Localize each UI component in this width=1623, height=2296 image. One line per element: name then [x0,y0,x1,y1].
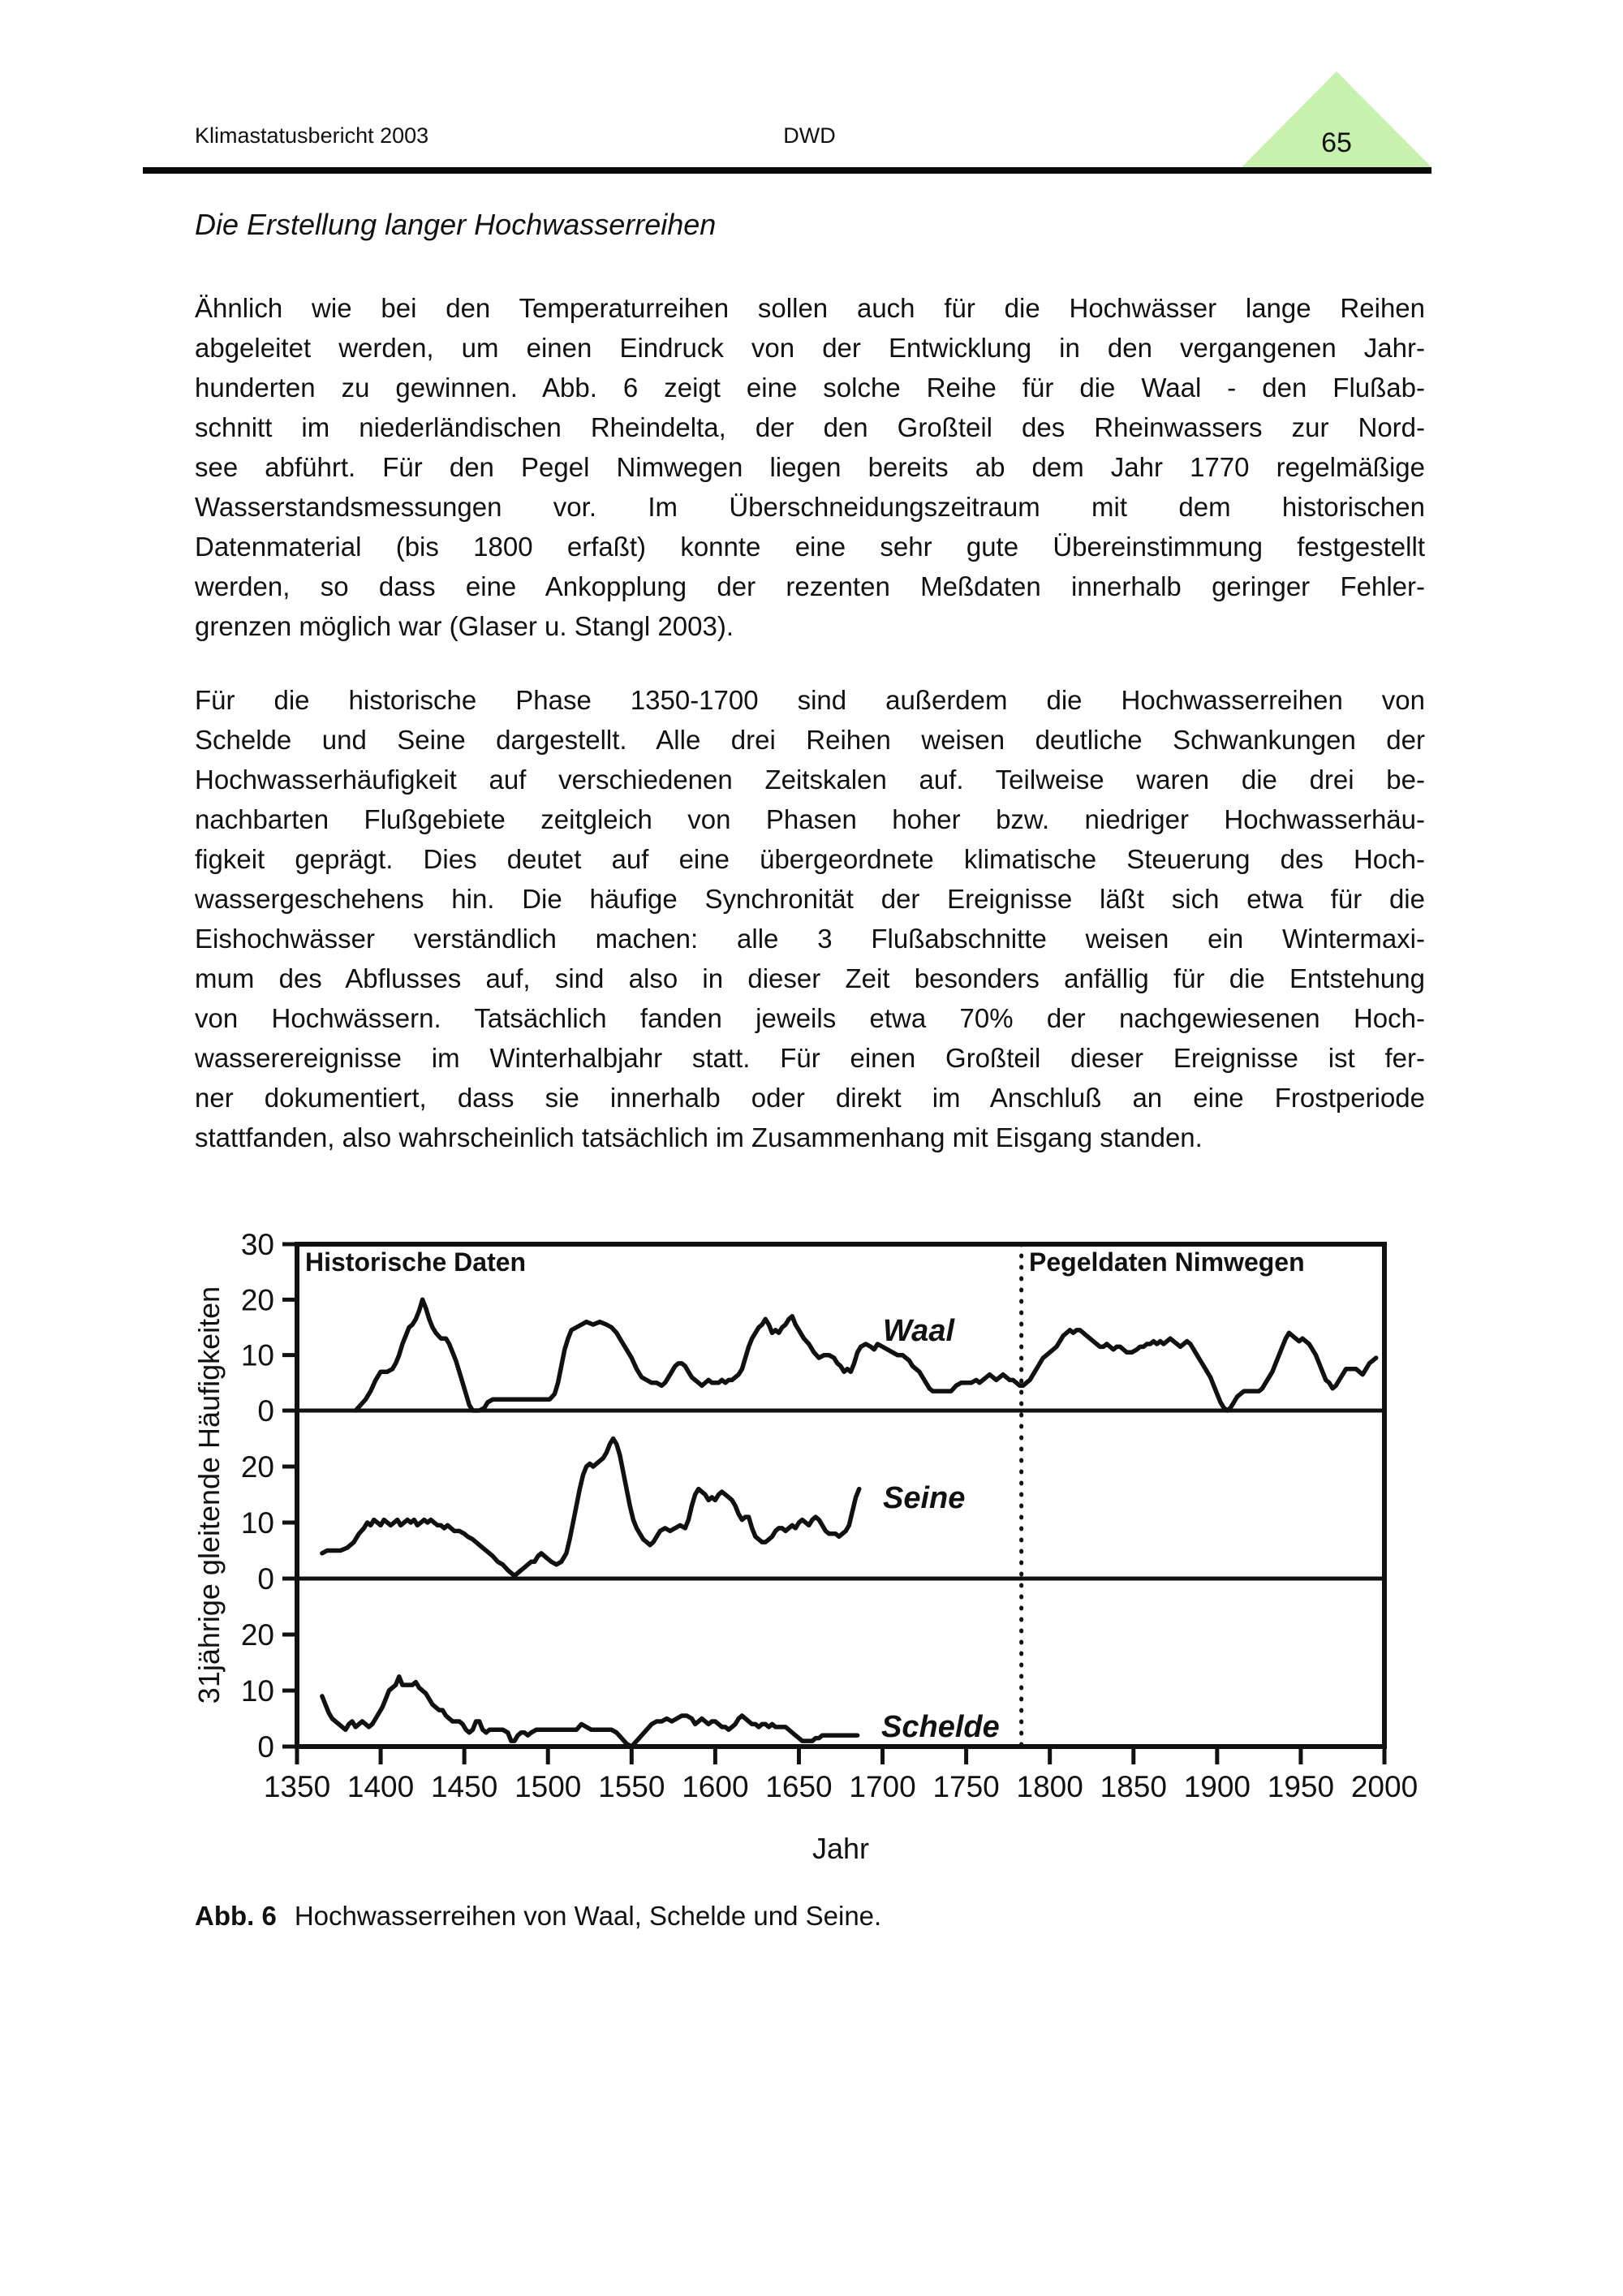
plot-border [295,1242,1387,1749]
text-line: ner dokumentiert, dass sie innerhalb ode… [195,1083,1425,1113]
svg-text:20: 20 [241,1618,274,1652]
paragraph-1: Ähnlich wie bei den Temperaturreihen sol… [195,288,1425,646]
text-line: figkeit geprägt. Dies deutet auf eine üb… [195,844,1425,874]
text-line: von Hochwässern. Tatsächlich fanden jewe… [195,1003,1425,1033]
svg-text:1500: 1500 [514,1770,581,1803]
svg-text:30: 30 [241,1228,274,1261]
text-line: grenzen möglich war (Glaser u. Stangl 20… [195,611,734,641]
header-rule [143,167,1431,174]
page-corner-triangle: 65 [1242,71,1431,167]
svg-text:2000: 2000 [1351,1770,1418,1803]
svg-text:1950: 1950 [1268,1770,1334,1803]
svg-text:20: 20 [241,1450,274,1484]
series-label-schelde: Schelde [881,1710,1000,1744]
text-line: Datenmaterial (bis 1800 erfaßt) konnte e… [195,532,1425,562]
svg-text:0: 0 [257,1562,274,1596]
text-line: stattfanden, also wahrscheinlich tatsäch… [195,1122,1203,1152]
svg-text:0: 0 [257,1394,274,1428]
svg-text:1900: 1900 [1184,1770,1251,1803]
paragraph-2: Für die historische Phase 1350-1700 sind… [195,680,1425,1157]
svg-text:1550: 1550 [598,1770,665,1803]
section-title: Die Erstellung langer Hochwasserreihen [195,208,717,241]
text-line: Ähnlich wie bei den Temperaturreihen sol… [195,293,1425,323]
text-line: wassergeschehens hin. Die häufige Synchr… [195,884,1425,914]
svg-text:10: 10 [241,1339,274,1372]
text-line: Wasserstandsmessungen vor. Im Überschnei… [195,492,1425,522]
svg-text:1850: 1850 [1100,1770,1167,1803]
series-label-waal: Waal [883,1314,955,1348]
header-institution: DWD [783,123,836,148]
text-line: mum des Abflusses auf, sind also in dies… [195,963,1425,993]
x-axis-label: Jahr [812,1832,869,1865]
svg-text:1350: 1350 [264,1770,330,1803]
caption-text: Hochwasserreihen von Waal, Schelde und S… [294,1901,882,1931]
text-line: abgeleitet werden, um einen Eindruck von… [195,333,1425,363]
header-report-title: Klimastatusbericht 2003 [195,123,429,148]
text-line: schnitt im niederländischen Rheindelta, … [195,412,1425,442]
text-line: see abführt. Für den Pegel Nimwegen lieg… [195,452,1425,482]
text-line: werden, so dass eine Ankopplung der reze… [195,571,1425,601]
series-label-seine: Seine [883,1481,965,1515]
series-lines [320,1297,1379,1749]
figure-caption: Abb. 6 Hochwasserreihen von Waal, Schelde… [195,1901,881,1932]
y-axis-ticks: 0 10 20 30 0 10 20 0 10 20 [241,1228,297,1764]
text-line: Für die historische Phase 1350-1700 sind… [195,685,1425,715]
text-line: hunderten zu gewinnen. Abb. 6 zeigt eine… [195,373,1425,403]
svg-text:20: 20 [241,1283,274,1316]
svg-text:1600: 1600 [682,1770,748,1803]
svg-text:1700: 1700 [849,1770,915,1803]
y-axis-label: 31jährige gleitende Häufigkeiten [192,1286,226,1704]
caption-label: Abb. 6 [195,1901,277,1931]
x-axis-ticks: 1350 1400 1450 1500 1550 1600 1650 1700 1750 1800… [264,1747,1418,1803]
svg-text:0: 0 [257,1730,274,1764]
page-number: 65 [1321,127,1352,158]
text-line: Hochwasserhäufigkeit auf verschiedenen Z… [195,765,1425,795]
text-line: wasserereignisse im Winterhalbjahr statt… [195,1043,1425,1073]
text-line: Eishochwässer verständlich machen: alle … [195,924,1425,954]
svg-text:10: 10 [241,1506,274,1540]
svg-text:1750: 1750 [932,1770,999,1803]
svg-text:1450: 1450 [431,1770,497,1803]
svg-text:10: 10 [241,1674,274,1708]
annotation-gauge: Pegeldaten Nimwegen [1029,1247,1305,1277]
svg-text:1400: 1400 [347,1770,414,1803]
text-line: Schelde und Seine dargestellt. Alle drei… [195,725,1425,755]
svg-text:1650: 1650 [765,1770,832,1803]
annotation-historical: Historische Daten [305,1247,526,1277]
text-line: nachbarten Flußgebiete zeitgleich von Ph… [195,804,1425,834]
flood-series-chart: 1350 1400 1450 1500 1550 1600 1650 1700 1750 1800… [192,1228,1418,1865]
svg-text:1800: 1800 [1017,1770,1083,1803]
